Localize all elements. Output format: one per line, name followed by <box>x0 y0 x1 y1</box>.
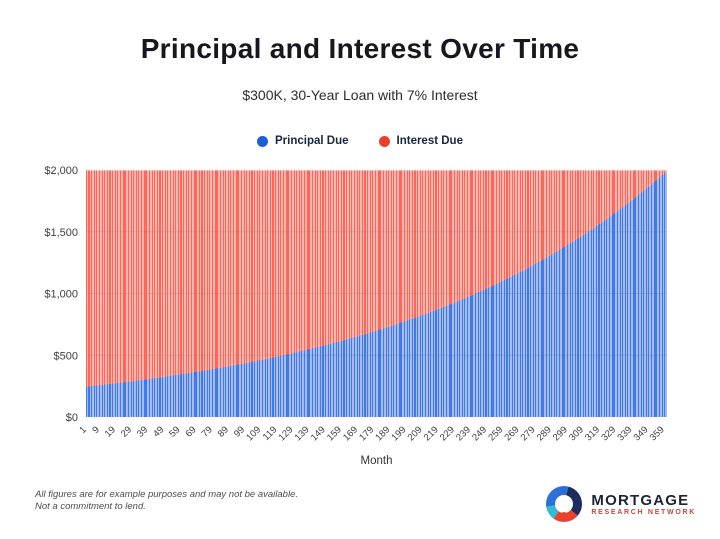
svg-text:39: 39 <box>135 424 150 439</box>
logo-name: MORTGAGE <box>591 491 690 509</box>
svg-text:319: 319 <box>583 424 602 443</box>
svg-text:269: 269 <box>502 424 521 443</box>
svg-text:$0: $0 <box>66 412 78 424</box>
svg-text:199: 199 <box>389 424 408 443</box>
svg-text:59: 59 <box>167 424 182 439</box>
principal-legend-dot-icon <box>257 135 269 147</box>
interest-legend-dot-icon <box>378 135 390 147</box>
disclaimer: All figures are for example purposes and… <box>35 489 298 512</box>
svg-text:359: 359 <box>648 424 667 443</box>
svg-text:219: 219 <box>422 424 441 443</box>
svg-text:249: 249 <box>470 424 489 443</box>
svg-text:79: 79 <box>200 424 215 439</box>
svg-text:229: 229 <box>438 424 457 443</box>
svg-text:49: 49 <box>151 424 166 439</box>
disclaimer-line-2: Not a commitment to lend. <box>35 500 146 512</box>
svg-text:239: 239 <box>454 424 473 443</box>
svg-text:349: 349 <box>632 424 651 443</box>
svg-text:169: 169 <box>341 424 360 443</box>
svg-text:$2,000: $2,000 <box>44 165 78 177</box>
legend-label-principal: Principal Due <box>275 135 349 147</box>
mortgage-research-network-logo: MORTGAGE RESEARCH NETWORK <box>546 486 696 522</box>
svg-text:339: 339 <box>615 424 634 443</box>
svg-text:329: 329 <box>599 424 618 443</box>
svg-text:19: 19 <box>103 424 118 439</box>
svg-text:209: 209 <box>406 424 425 443</box>
svg-text:139: 139 <box>293 424 312 443</box>
pie-gauge-logo-icon <box>546 486 583 522</box>
svg-text:149: 149 <box>309 424 328 443</box>
svg-text:$1,500: $1,500 <box>44 227 78 239</box>
chart-title: Principal and Interest Over Time <box>140 33 580 64</box>
svg-text:289: 289 <box>535 424 554 443</box>
chart-subtitle: $300K, 30-Year Loan with 7% Interest <box>242 87 478 103</box>
svg-text:299: 299 <box>551 424 570 443</box>
svg-text:$1,000: $1,000 <box>44 289 78 301</box>
svg-text:69: 69 <box>183 424 198 439</box>
legend-item-interest: Interest Due <box>378 135 463 147</box>
svg-text:189: 189 <box>373 424 392 443</box>
svg-text:129: 129 <box>277 424 296 443</box>
svg-text:309: 309 <box>567 424 586 443</box>
svg-text:179: 179 <box>357 424 376 443</box>
logo-tagline: RESEARCH NETWORK <box>591 508 696 516</box>
svg-text:109: 109 <box>244 424 263 443</box>
svg-text:1: 1 <box>77 424 89 436</box>
svg-text:9: 9 <box>90 424 102 436</box>
svg-text:119: 119 <box>261 424 279 442</box>
svg-text:29: 29 <box>119 424 134 439</box>
logo-text: MORTGAGE RESEARCH NETWORK <box>591 493 696 516</box>
legend-item-principal: Principal Due <box>257 135 349 147</box>
svg-text:159: 159 <box>325 424 344 443</box>
svg-text:$500: $500 <box>54 350 78 362</box>
svg-text:279: 279 <box>519 424 538 443</box>
svg-text:Month: Month <box>361 455 393 467</box>
disclaimer-line-1: All figures are for example purposes and… <box>35 489 298 500</box>
legend: Principal Due Interest Due <box>0 135 720 147</box>
svg-text:89: 89 <box>216 424 231 439</box>
svg-text:259: 259 <box>486 424 505 443</box>
legend-label-interest: Interest Due <box>396 135 463 147</box>
